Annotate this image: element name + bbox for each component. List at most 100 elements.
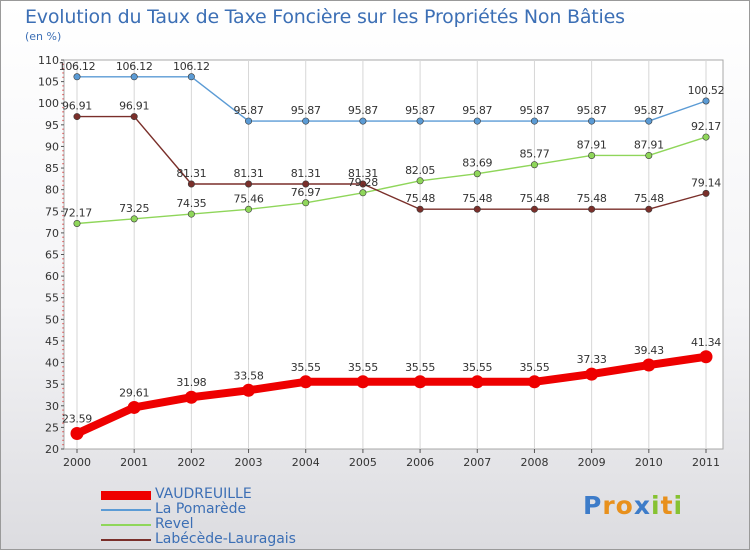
y-minor-tick xyxy=(62,370,64,372)
data-point-la-pomarede xyxy=(530,117,538,125)
y-minor-tick xyxy=(62,154,64,156)
legend-label-labecede-lauragais: Labécède-Lauragais xyxy=(155,531,296,547)
data-label-vaudreuille: 39.43 xyxy=(634,344,664,357)
y-minor-tick xyxy=(62,193,64,195)
data-point-vaudreuille xyxy=(642,358,656,372)
y-minor-tick xyxy=(62,141,64,143)
y-tick-label: 50 xyxy=(45,313,59,326)
y-minor-tick xyxy=(62,158,64,161)
data-point-labecede-lauragais xyxy=(130,113,138,121)
y-tick-label: 45 xyxy=(45,335,59,348)
logo-letter: t xyxy=(660,491,674,520)
data-label-layer: 106.12 106.12 106.12 95.87 95.87 95.87 95.87 95… xyxy=(59,60,725,426)
data-label-labecede-lauragais: 75.48 xyxy=(577,192,607,205)
data-point-vaudreuille xyxy=(699,350,713,364)
data-point-vaudreuille xyxy=(242,383,256,397)
legend-swatch-labecede-lauragais xyxy=(101,539,151,541)
logo-letter: i xyxy=(673,491,684,520)
legend-label-revel: Revel xyxy=(155,516,194,532)
data-label-vaudreuille: 33.58 xyxy=(234,369,264,382)
data-label-la-pomarede: 95.87 xyxy=(234,104,264,117)
data-label-revel: 87.91 xyxy=(577,138,607,151)
y-minor-tick xyxy=(62,262,64,264)
data-label-vaudreuille: 31.98 xyxy=(176,376,206,389)
data-label-revel: 82.05 xyxy=(405,164,435,177)
data-label-revel: 74.35 xyxy=(176,197,206,210)
y-minor-tick xyxy=(62,128,64,130)
y-minor-tick xyxy=(62,93,64,96)
y-minor-tick xyxy=(62,396,64,398)
y-minor-tick xyxy=(62,245,64,247)
y-minor-tick xyxy=(62,219,64,221)
logo-letter: i xyxy=(651,491,661,520)
y-minor-tick xyxy=(62,201,64,204)
data-label-labecede-lauragais: 75.48 xyxy=(519,192,549,205)
y-minor-tick xyxy=(62,409,64,411)
series-line-revel xyxy=(76,136,707,225)
y-tick-label: 110 xyxy=(38,54,59,67)
y-tick-label: 60 xyxy=(45,270,59,283)
data-label-la-pomarede: 106.12 xyxy=(59,60,96,73)
logo-letter: r xyxy=(602,491,616,520)
data-point-la-pomarede xyxy=(302,117,310,125)
data-point-la-pomarede xyxy=(187,73,195,81)
x-tick-label: 2001 xyxy=(120,456,148,469)
y-minor-tick xyxy=(62,271,64,273)
data-label-revel: 75.46 xyxy=(234,192,264,205)
series-la-pomarede xyxy=(73,73,710,125)
y-minor-tick xyxy=(62,150,64,152)
data-label-revel: 72.17 xyxy=(62,207,92,220)
y-minor-tick xyxy=(62,379,64,381)
legend-label-vaudreuille: VAUDREUILLE xyxy=(155,486,252,502)
data-label-la-pomarede: 95.87 xyxy=(519,104,549,117)
data-point-vaudreuille xyxy=(470,375,484,389)
data-point-la-pomarede xyxy=(645,117,653,125)
x-tick-label: 2004 xyxy=(292,456,320,469)
data-label-la-pomarede: 95.87 xyxy=(577,104,607,117)
y-tick-label: 85 xyxy=(45,162,59,175)
data-label-labecede-lauragais: 75.48 xyxy=(462,192,492,205)
data-label-la-pomarede: 95.87 xyxy=(634,104,664,117)
y-minor-tick xyxy=(62,309,64,312)
data-point-vaudreuille xyxy=(127,400,141,414)
data-label-vaudreuille: 35.55 xyxy=(348,361,378,374)
y-minor-tick xyxy=(62,331,64,333)
data-point-vaudreuille xyxy=(356,375,370,389)
y-minor-tick xyxy=(62,439,64,442)
y-minor-tick xyxy=(62,418,64,420)
series-line-la-pomarede xyxy=(76,76,707,122)
data-point-labecede-lauragais xyxy=(73,113,81,121)
data-label-la-pomarede: 106.12 xyxy=(173,60,210,73)
x-tick-label: 2008 xyxy=(520,456,548,469)
series-line-vaudreuille xyxy=(73,352,710,438)
y-minor-tick xyxy=(62,374,64,377)
data-point-la-pomarede xyxy=(359,117,367,125)
series-labecede-lauragais xyxy=(73,113,710,213)
data-label-labecede-lauragais: 79.14 xyxy=(691,176,721,189)
y-minor-tick xyxy=(62,115,64,117)
y-tick-label: 20 xyxy=(45,443,59,456)
data-point-labecede-lauragais xyxy=(588,205,596,213)
y-minor-tick xyxy=(62,197,64,200)
y-minor-tick xyxy=(62,119,64,122)
y-minor-tick xyxy=(62,366,64,368)
data-point-vaudreuille xyxy=(527,375,541,389)
y-minor-tick xyxy=(62,132,64,135)
data-point-la-pomarede xyxy=(73,73,81,81)
y-minor-tick xyxy=(62,258,64,260)
y-tick-label: 75 xyxy=(45,205,59,218)
legend-swatch-revel xyxy=(101,524,151,526)
y-minor-tick xyxy=(62,89,64,91)
y-minor-tick xyxy=(62,137,64,139)
y-minor-tick xyxy=(62,288,64,290)
x-tick-label: 2010 xyxy=(635,456,663,469)
data-point-labecede-lauragais xyxy=(245,180,253,188)
y-minor-tick xyxy=(62,357,64,359)
y-tick-label: 40 xyxy=(45,357,59,370)
y-minor-tick xyxy=(62,348,64,351)
data-label-revel: 87.91 xyxy=(634,138,664,151)
data-point-la-pomarede xyxy=(130,73,138,81)
y-minor-tick xyxy=(62,63,64,66)
